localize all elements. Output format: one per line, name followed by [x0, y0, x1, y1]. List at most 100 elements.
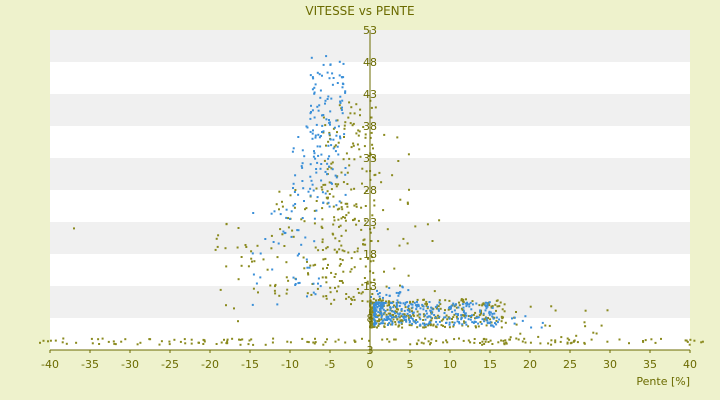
- data-point: [503, 342, 506, 345]
- data-point: [463, 321, 466, 324]
- data-point: [445, 322, 447, 324]
- data-point: [458, 321, 460, 324]
- data-point: [500, 315, 503, 318]
- data-point: [324, 102, 326, 105]
- data-point: [513, 322, 516, 325]
- data-point: [373, 303, 376, 306]
- data-point: [566, 337, 569, 340]
- data-point: [330, 162, 333, 165]
- data-point: [324, 192, 327, 195]
- data-point: [311, 183, 314, 186]
- data-point: [484, 309, 487, 312]
- data-point: [285, 276, 288, 279]
- data-point: [482, 314, 485, 316]
- x-tick-label: 25: [563, 358, 577, 371]
- data-point: [395, 307, 398, 310]
- data-point: [495, 316, 498, 319]
- data-point: [575, 334, 578, 337]
- data-point: [75, 341, 78, 344]
- data-point: [321, 207, 324, 210]
- data-point: [394, 323, 397, 326]
- data-point: [444, 316, 447, 319]
- data-point: [313, 152, 316, 155]
- data-point: [383, 326, 386, 328]
- data-point: [309, 264, 312, 267]
- data-point: [356, 247, 359, 250]
- data-point: [318, 104, 321, 107]
- data-point: [364, 133, 367, 136]
- data-point: [377, 302, 380, 305]
- data-point: [474, 311, 477, 314]
- data-point: [370, 301, 373, 304]
- data-point: [410, 316, 413, 319]
- data-point: [381, 314, 383, 317]
- data-point: [434, 305, 437, 308]
- data-point: [357, 129, 360, 132]
- data-point: [311, 88, 314, 91]
- data-point: [295, 278, 297, 281]
- data-point: [361, 291, 364, 294]
- data-point: [583, 321, 586, 324]
- data-point: [371, 293, 374, 295]
- data-point: [371, 143, 374, 146]
- data-point: [349, 270, 352, 273]
- data-point: [388, 287, 391, 289]
- data-point: [411, 306, 414, 309]
- data-point: [485, 307, 488, 310]
- data-point: [471, 314, 473, 317]
- data-point: [383, 322, 386, 325]
- data-point: [430, 312, 433, 315]
- data-point: [592, 331, 595, 334]
- data-point: [386, 324, 389, 326]
- data-point: [519, 332, 522, 335]
- data-point: [361, 337, 363, 340]
- data-point: [451, 310, 454, 313]
- data-point: [310, 56, 313, 59]
- data-point: [395, 291, 398, 294]
- data-point: [338, 74, 341, 77]
- data-point: [340, 201, 343, 204]
- data-point: [517, 338, 520, 341]
- data-point: [489, 321, 492, 324]
- data-point: [400, 308, 403, 310]
- data-point: [373, 315, 376, 318]
- x-tick-label: -15: [241, 358, 259, 371]
- data-point: [489, 311, 492, 314]
- data-point: [407, 274, 410, 277]
- data-point: [311, 132, 314, 135]
- data-point: [456, 320, 459, 323]
- data-point: [460, 318, 463, 321]
- data-point: [502, 339, 505, 342]
- data-point: [350, 188, 353, 191]
- data-point: [397, 315, 400, 318]
- data-point: [463, 315, 466, 318]
- data-point: [364, 243, 367, 246]
- data-point: [373, 157, 376, 160]
- data-point: [306, 295, 308, 298]
- data-point: [273, 210, 276, 213]
- data-point: [173, 338, 176, 341]
- data-point: [438, 301, 441, 304]
- data-point: [359, 155, 362, 158]
- data-point: [376, 326, 378, 329]
- data-point: [487, 317, 489, 319]
- data-point: [496, 305, 499, 308]
- data-point: [316, 161, 319, 164]
- data-point: [442, 324, 444, 327]
- data-point: [349, 112, 352, 115]
- data-point: [335, 185, 338, 188]
- data-point: [467, 339, 470, 342]
- data-point: [366, 300, 369, 303]
- data-point: [453, 321, 456, 324]
- data-point: [469, 318, 472, 321]
- data-point: [392, 316, 395, 318]
- data-point: [452, 316, 455, 319]
- data-point: [376, 289, 378, 292]
- data-point: [475, 316, 478, 319]
- data-point: [398, 305, 401, 307]
- data-point: [328, 119, 330, 121]
- data-point: [554, 341, 557, 344]
- data-point: [411, 317, 414, 320]
- data-point: [386, 228, 389, 231]
- data-point: [312, 189, 315, 192]
